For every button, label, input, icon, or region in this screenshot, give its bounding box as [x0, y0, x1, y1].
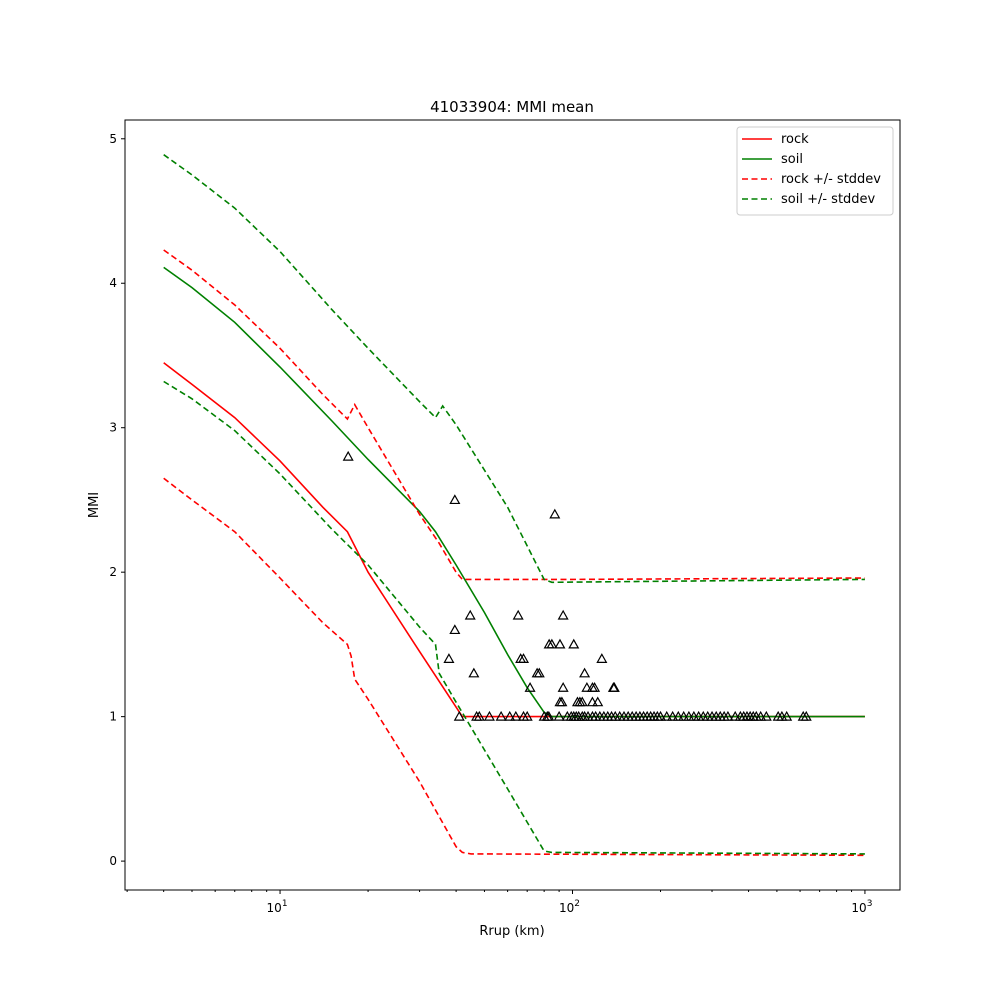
series-lower-line-rock-stddev: [163, 477, 865, 857]
y-tick-label: 0: [109, 854, 117, 868]
observation-point: [546, 638, 558, 649]
plot-frame: [124, 119, 901, 891]
observation-point: [596, 653, 608, 663]
series-line-soil-stddev: [163, 154, 865, 584]
observation-point: [449, 494, 461, 505]
observation-point: [549, 508, 561, 519]
series-line-rock: [163, 362, 865, 718]
observation-point: [608, 682, 620, 692]
observation-point: [449, 624, 461, 635]
observation-point: [556, 696, 568, 707]
observation-point: [495, 710, 507, 721]
observation-point: [543, 710, 555, 721]
observation-point: [483, 710, 495, 721]
observation-point: [557, 682, 569, 692]
observation-point: [510, 710, 522, 721]
observation-point: [553, 710, 565, 721]
x-axis-label: Rrup (km): [479, 924, 544, 939]
legend-label: rock +/- stddev: [781, 172, 881, 187]
observation-point: [473, 710, 485, 721]
observation-point: [755, 710, 767, 721]
observation-point: [722, 710, 734, 721]
legend-label: soil +/- stddev: [781, 192, 876, 207]
observation-point: [517, 653, 530, 663]
x-tick-label: 103: [851, 899, 872, 915]
observation-point: [554, 638, 566, 649]
x-tick-label: 101: [267, 899, 288, 915]
series-lower-line-soil-stddev: [163, 380, 865, 855]
observation-point: [760, 710, 772, 721]
observation-point: [581, 682, 593, 692]
legend-box: [736, 126, 894, 216]
observation-point: [568, 638, 580, 649]
observation-point: [576, 696, 588, 707]
observation-point: [586, 696, 598, 707]
observation-point: [468, 667, 480, 678]
observation-point: [443, 653, 455, 663]
y-axis-label: MMI: [87, 492, 102, 518]
observation-point: [533, 667, 545, 678]
chart-title: 41033904: MMI mean: [430, 98, 594, 116]
observation-point: [504, 710, 516, 721]
observation-point: [667, 710, 679, 721]
observation-point: [557, 609, 569, 620]
y-tick-label: 5: [109, 132, 117, 146]
observation-point: [589, 682, 601, 692]
observation-point: [521, 710, 533, 721]
y-tick-label: 1: [109, 710, 117, 724]
observation-point: [512, 609, 524, 620]
legend: rock soil rock +/- stddev soil +/- stddev: [736, 126, 894, 216]
observation-point: [464, 609, 476, 620]
y-tick-label: 2: [109, 565, 117, 579]
observation-point: [579, 667, 591, 678]
observation-point: [342, 450, 354, 461]
observation-point: [781, 710, 793, 721]
observation-point: [672, 710, 684, 721]
legend-label: soil: [781, 152, 803, 167]
y-tick-label: 3: [109, 421, 117, 435]
observation-point: [654, 710, 667, 721]
series-line-rock-stddev: [163, 249, 865, 581]
observation-point: [524, 682, 536, 692]
x-tick-label: 102: [559, 899, 580, 915]
series-line-soil: [163, 266, 865, 718]
observation-point: [592, 696, 604, 707]
observation-point: [453, 710, 465, 721]
observation-point: [661, 710, 673, 721]
observation-point: [800, 710, 812, 721]
legend-label: rock: [781, 132, 809, 147]
y-tick-label: 4: [109, 276, 117, 290]
